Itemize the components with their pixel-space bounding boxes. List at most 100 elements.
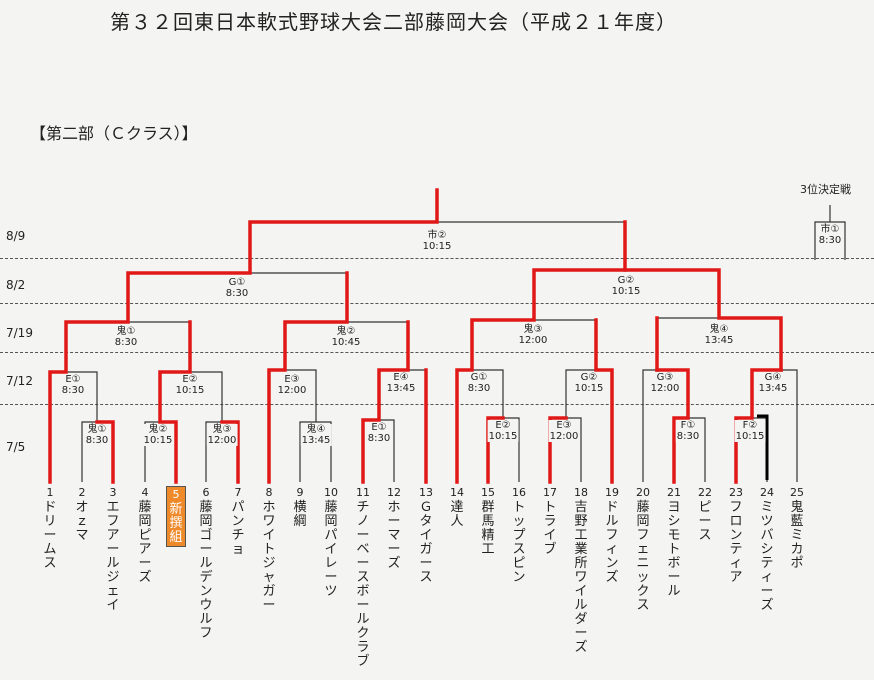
team-24: 24 ミツバシティーズ: [758, 486, 776, 613]
match-time: 8:30: [467, 383, 491, 394]
team-number: 3: [109, 486, 117, 499]
match-venue: E③: [284, 374, 300, 385]
team-number: 6: [202, 486, 210, 499]
match-time: 10:15: [488, 431, 518, 442]
match-venue: 鬼①: [87, 424, 107, 435]
match-time: 10:15: [735, 431, 765, 442]
match-time: 12:00: [549, 431, 579, 442]
team-name: ホーマーズ: [387, 500, 401, 571]
match-venue: E④: [393, 372, 409, 383]
match-time: 12:00: [207, 435, 237, 446]
winner-line: [548, 416, 568, 484]
team-3: 3 エフアールジェイ: [104, 486, 122, 613]
team-number: 25: [790, 486, 804, 499]
team-13: 13 Ｇタイガース: [417, 486, 435, 585]
match-time: 10:15: [574, 383, 604, 394]
team-number: 12: [387, 486, 401, 499]
match-venue: 鬼①: [116, 326, 136, 337]
match-semifinal-right: G② 10:15: [610, 275, 642, 297]
team-name: 藤岡フェニックス: [636, 500, 650, 613]
match-venue: G②: [617, 275, 635, 286]
team-number: 14: [450, 486, 464, 499]
match-venue: E③: [556, 420, 572, 431]
match-time: 12:00: [518, 335, 548, 346]
team-name: ミツバシティーズ: [760, 500, 774, 613]
match-final: 市② 10:15: [421, 230, 453, 252]
match-time: 13:45: [386, 383, 416, 394]
match-time: 10:15: [422, 241, 452, 252]
winner-line: [486, 416, 505, 484]
winner-line: [158, 320, 192, 484]
team-number: 22: [698, 486, 712, 499]
team-name: オｚマ: [75, 500, 89, 543]
match-round2-d: E④ 13:45: [385, 372, 417, 394]
winner-line: [655, 368, 690, 484]
team-7: 7 パンチョ: [229, 486, 247, 557]
team-10: 10 藤岡パイレーツ: [322, 486, 340, 599]
team-name: トップスピン: [512, 500, 526, 585]
team-12: 12 ホーマーズ: [385, 486, 403, 571]
team-name: Ｇタイガース: [419, 500, 433, 585]
match-quarterfinal-3: 鬼③ 12:00: [517, 324, 549, 346]
team-15: 15 群馬精工: [479, 486, 497, 557]
team-4: 4 藤岡ピアーズ: [136, 486, 154, 585]
team-name: ホワイトジャガー: [262, 500, 276, 613]
date-label-round1: 7/5: [6, 440, 26, 454]
match-time: 10:45: [331, 337, 361, 348]
team-number: 11: [356, 486, 370, 499]
match-venue: E②: [182, 374, 198, 385]
match-venue: E①: [65, 374, 81, 385]
date-divider: [0, 303, 874, 304]
match-time: 10:15: [611, 286, 641, 297]
team-8: 8 ホワイトジャガー: [260, 486, 278, 613]
team-name: 群馬精工: [481, 500, 495, 557]
team-19: 19 ドルフィンズ: [603, 486, 621, 585]
team-number: 8: [265, 486, 273, 499]
match-round1-d: 鬼④ 13:45: [300, 424, 332, 446]
team-number: 10: [324, 486, 338, 499]
match-round1-h: F① 8:30: [675, 420, 701, 442]
team-16: 16 トップスピン: [510, 486, 528, 585]
match-venue: E②: [495, 420, 511, 431]
team-name: ピース: [698, 500, 712, 543]
date-divider: [0, 258, 874, 259]
match-round2-c: E③ 12:00: [276, 374, 308, 396]
team-name: 横綱: [293, 500, 307, 529]
match-round1-b: 鬼② 10:15: [142, 424, 174, 446]
match-time: 10:15: [175, 385, 205, 396]
winner-line: [95, 420, 115, 484]
team-number: 5: [172, 488, 180, 501]
team-number: 21: [667, 486, 681, 499]
date-divider: [0, 404, 874, 405]
team-14: 14 達人: [448, 486, 466, 529]
team-18: 18 吉野工業所ワイルダーズ: [572, 486, 590, 655]
team-number: 4: [141, 486, 149, 499]
team-name: チノーベースボールクラブ: [356, 500, 370, 669]
match-venue: 鬼③: [523, 324, 543, 335]
team-23: 23 フロンティア: [727, 486, 745, 585]
date-label-quarterfinal: 7/19: [6, 326, 33, 340]
team-name: 達人: [450, 500, 464, 529]
match-venue: G③: [656, 372, 674, 383]
team-number: 18: [574, 486, 588, 499]
match-semifinal-left: G① 8:30: [224, 277, 250, 299]
match-venue: 市①: [820, 224, 840, 235]
match-time: 8:30: [367, 433, 391, 444]
match-round2-e: G① 8:30: [466, 372, 492, 394]
match-venue: 鬼④: [709, 324, 729, 335]
match-quarterfinal-1: 鬼① 8:30: [113, 326, 139, 348]
winner-line: [455, 268, 783, 484]
team-name: ヨシモトボール: [667, 500, 681, 599]
team-21: 21 ヨシモトボール: [665, 486, 683, 599]
match-venue: F①: [680, 420, 696, 431]
match-time: 8:30: [61, 385, 85, 396]
marker-lines: [757, 414, 769, 480]
section-label: 【第二部（Ｃクラス）】: [30, 124, 198, 143]
match-venue: G②: [580, 372, 598, 383]
winner-line: [594, 318, 614, 484]
date-divider: [0, 352, 874, 353]
match-venue: G④: [764, 372, 782, 383]
date-label-final: 8/9: [6, 229, 26, 243]
team-number: 7: [234, 486, 242, 499]
match-third-place: 市① 8:30: [817, 224, 843, 246]
